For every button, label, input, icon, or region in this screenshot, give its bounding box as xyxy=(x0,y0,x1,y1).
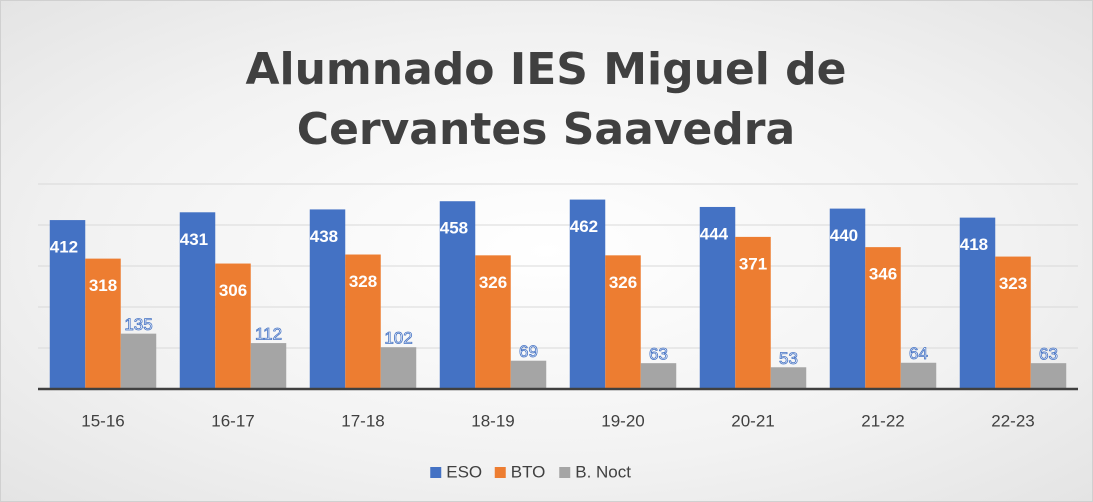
data-label: 440 xyxy=(830,226,858,245)
bar xyxy=(309,209,346,389)
legend-swatch xyxy=(494,467,506,478)
chart-title: Alumnado IES Miguel de Cervantes Saavedr… xyxy=(245,44,847,155)
bar xyxy=(770,367,807,389)
data-label: 444 xyxy=(700,224,729,243)
x-tick-label: 15-16 xyxy=(81,411,124,430)
data-label: 69 xyxy=(519,342,538,361)
bar xyxy=(510,360,547,389)
legend-label: BTO xyxy=(511,462,546,481)
data-label: 431 xyxy=(180,230,208,249)
bar xyxy=(345,254,381,389)
legend-swatch xyxy=(559,467,571,478)
bar xyxy=(85,258,121,389)
data-label: 64 xyxy=(909,344,928,363)
bar xyxy=(900,362,937,389)
bar xyxy=(569,199,606,389)
legend-label: B. Noct xyxy=(575,462,631,481)
bar xyxy=(215,263,251,389)
bar xyxy=(865,247,901,389)
data-label: 458 xyxy=(440,219,468,238)
bar xyxy=(829,208,866,389)
legend-label: ESO xyxy=(446,462,482,481)
bar xyxy=(640,363,677,389)
data-label: 346 xyxy=(869,265,897,284)
x-tick-label: 19-20 xyxy=(601,411,644,430)
data-label: 326 xyxy=(479,273,507,292)
data-label: 53 xyxy=(779,349,798,368)
bar xyxy=(250,343,287,389)
data-label: 462 xyxy=(570,217,598,236)
bar xyxy=(1030,363,1067,389)
bar xyxy=(120,333,157,389)
data-label: 418 xyxy=(960,235,988,254)
x-tick-label: 16-17 xyxy=(211,411,254,430)
data-label: 371 xyxy=(739,254,767,273)
bar xyxy=(179,212,216,389)
data-label: 326 xyxy=(609,273,637,292)
data-label: 102 xyxy=(384,329,412,348)
data-label: 318 xyxy=(89,276,117,295)
bar xyxy=(735,236,771,389)
bar xyxy=(605,255,641,389)
x-tick-label: 21-22 xyxy=(861,411,904,430)
x-tick-label: 18-19 xyxy=(471,411,514,430)
data-label: 63 xyxy=(1039,345,1058,364)
data-label: 63 xyxy=(649,345,668,364)
x-tick-label: 20-21 xyxy=(731,411,774,430)
bar xyxy=(475,255,511,389)
data-label: 112 xyxy=(255,325,282,344)
x-tick-label: 22-23 xyxy=(991,411,1034,430)
bar xyxy=(959,217,996,389)
legend-swatch xyxy=(430,467,442,478)
data-label: 412 xyxy=(50,238,78,257)
bar xyxy=(995,256,1031,389)
data-label: 438 xyxy=(310,227,338,246)
x-tick-label: 17-18 xyxy=(341,411,384,430)
data-label: 135 xyxy=(124,315,152,334)
data-label: 323 xyxy=(999,274,1027,293)
bar xyxy=(699,206,736,389)
data-label: 328 xyxy=(349,272,377,291)
bar xyxy=(49,220,86,389)
data-label: 306 xyxy=(219,281,247,300)
bar xyxy=(380,347,417,389)
bar xyxy=(439,201,476,389)
